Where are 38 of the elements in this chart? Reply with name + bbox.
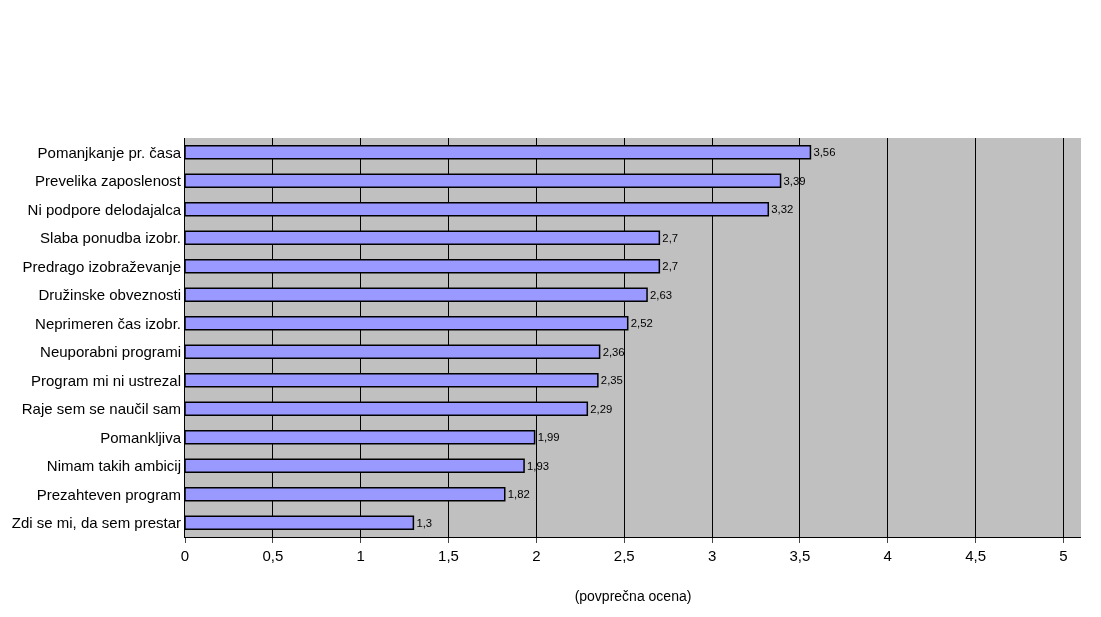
y-tick-label: Nimam takih ambicij xyxy=(46,457,181,474)
y-tick-label: Slaba ponudba izobr. xyxy=(40,229,181,246)
y-tick-label: Zdi se mi, da sem prestar xyxy=(11,514,181,531)
x-tick-label: 5 xyxy=(1059,547,1068,564)
data-label: 2,7 xyxy=(662,231,679,244)
data-label: 1,99 xyxy=(537,431,560,444)
y-tick-label: Raje sem se naučil sam xyxy=(21,400,181,417)
x-tick-label: 2 xyxy=(532,547,541,564)
x-tick-label: 1 xyxy=(356,547,365,564)
data-label: 2,36 xyxy=(602,345,625,358)
y-tick-label: Prezahteven program xyxy=(36,485,181,503)
x-tick-label: 0 xyxy=(180,547,190,564)
data-label: 2,52 xyxy=(630,317,653,330)
y-tick-label: Neprimeren čas izobr. xyxy=(35,314,181,332)
y-tick-label: Pomankljiva xyxy=(100,428,182,446)
y-tick-label: Ni podpore delodajalca xyxy=(27,200,182,218)
data-label: 2,7 xyxy=(662,260,679,273)
x-axis-title: (povprečna ocena) xyxy=(574,588,692,605)
data-label: 1,82 xyxy=(507,488,530,501)
data-label: 2,29 xyxy=(590,402,613,415)
x-tick-label: 1,5 xyxy=(438,547,459,564)
y-tick-label: Predrago izobraževanje xyxy=(22,257,181,275)
x-tick-label: 4 xyxy=(883,547,892,564)
x-tick-label: 3,5 xyxy=(789,547,811,564)
x-tick-label: 2,5 xyxy=(613,547,635,564)
data-label: 3,32 xyxy=(771,203,794,216)
x-tick-label: 3 xyxy=(707,547,717,564)
data-label: 1,3 xyxy=(416,516,433,529)
x-tick-label: 0,5 xyxy=(262,547,284,564)
y-tick-label: Prevelika zaposlenost xyxy=(35,172,182,189)
y-tick-label: Neuporabni programi xyxy=(40,343,181,360)
data-label: 2,63 xyxy=(650,288,673,301)
y-tick-label: Pomanjkanje pr. časa xyxy=(37,143,182,161)
data-label: 3,56 xyxy=(813,146,836,159)
data-label: 2,35 xyxy=(600,374,623,387)
y-tick-label: Program mi ni ustrezal xyxy=(30,371,181,389)
y-tick-label: Družinske obveznosti xyxy=(38,286,181,303)
x-tick-label: 4,5 xyxy=(965,547,987,564)
